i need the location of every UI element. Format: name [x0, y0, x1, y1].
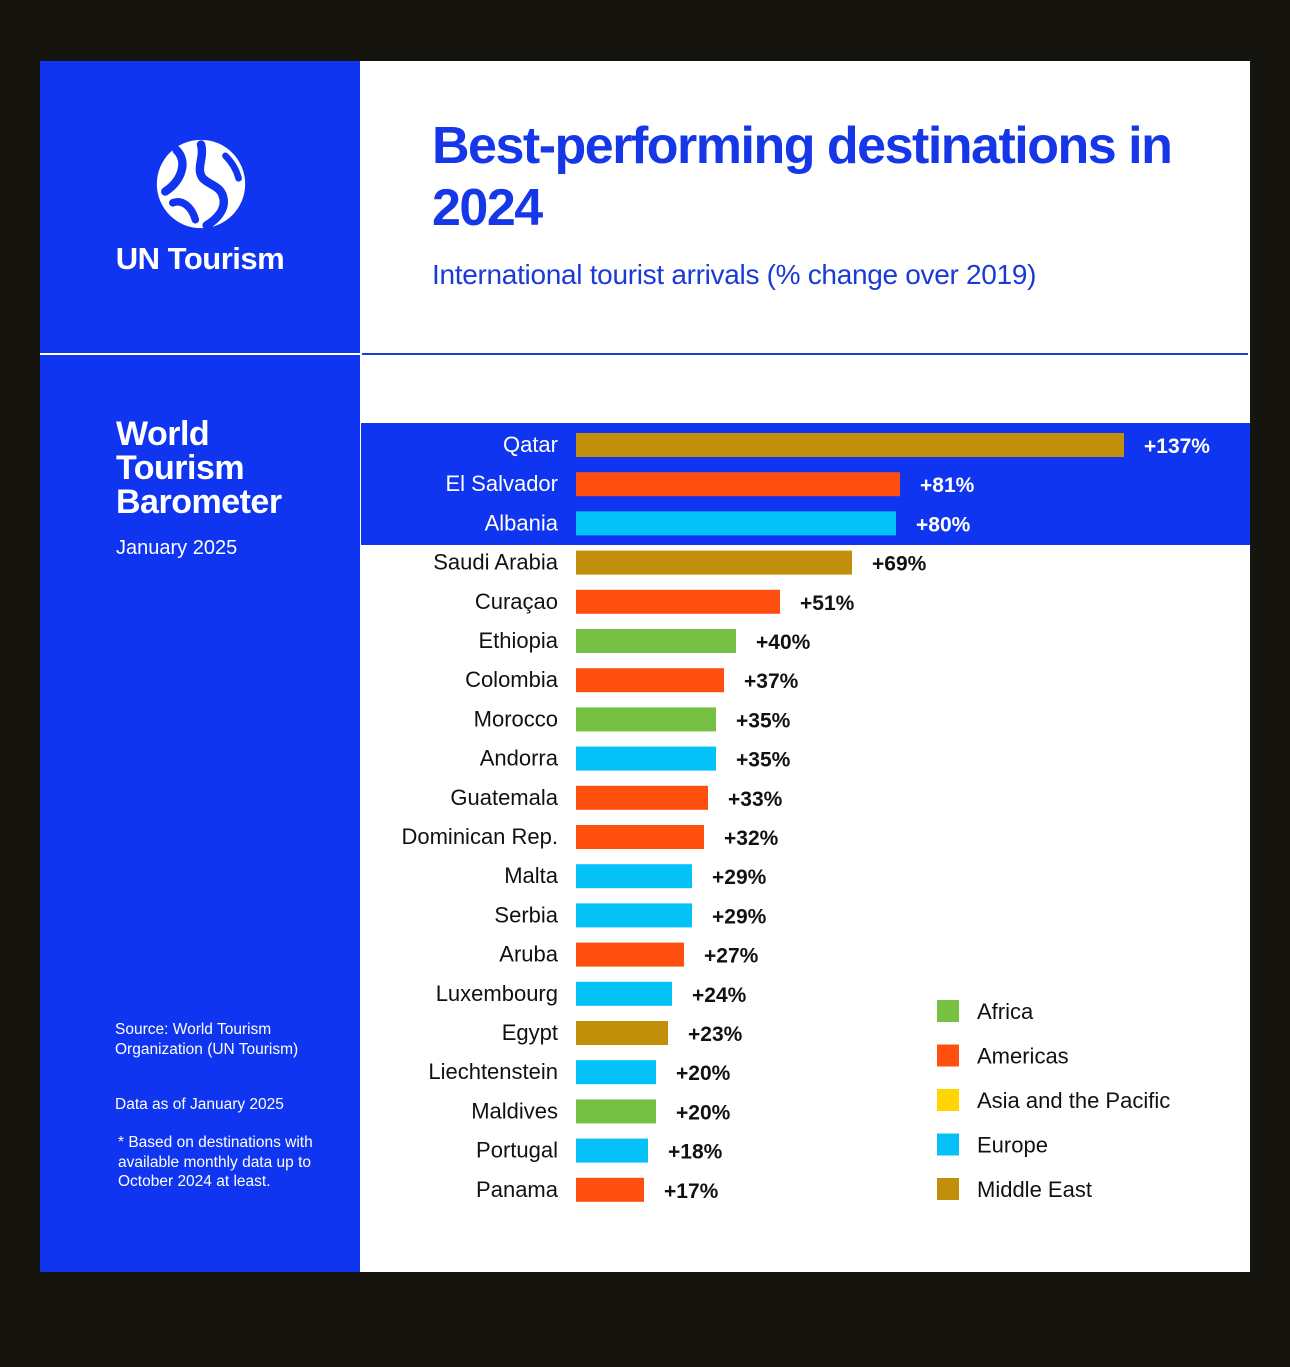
category-label-el-salvador: El Salvador: [445, 471, 558, 496]
category-label-qatar: Qatar: [503, 432, 558, 457]
value-label-andorra: +35%: [736, 749, 791, 772]
bar-qatar: [576, 433, 1124, 457]
bar-aruba: [576, 942, 684, 967]
value-label-saudi-arabia: +69%: [872, 553, 927, 576]
value-label-albania: +80%: [916, 513, 971, 536]
category-label-serbia: Serbia: [494, 902, 558, 927]
value-label-luxembourg: +24%: [692, 984, 747, 1007]
legend-label-asia-and-the-pacific: Asia and the Pacific: [977, 1088, 1170, 1113]
bar-colombia: [576, 668, 724, 693]
report-title: World Tourism Barometer: [116, 415, 282, 521]
bar-portugal: [576, 1138, 648, 1163]
value-label-serbia: +29%: [712, 905, 767, 928]
data-note: Data as of January 2025: [115, 1096, 284, 1113]
value-label-liechtenstein: +20%: [676, 1062, 731, 1085]
value-label-curacao: +51%: [800, 592, 855, 615]
value-label-panama: +17%: [664, 1180, 719, 1203]
bar-malta: [576, 864, 692, 889]
value-label-morocco: +35%: [736, 709, 791, 732]
legend-swatch-europe: [937, 1133, 959, 1156]
bar-guatemala: [576, 785, 708, 810]
chart-subtitle: International tourist arrivals (% change…: [432, 259, 1037, 290]
category-label-panama: Panama: [476, 1177, 559, 1202]
bar-serbia: [576, 903, 692, 928]
bar-el-salvador: [576, 472, 900, 497]
category-label-luxembourg: Luxembourg: [436, 981, 558, 1006]
bar-maldives: [576, 1099, 656, 1124]
bar-panama: [576, 1177, 644, 1202]
brand-name: UN Tourism: [115, 241, 285, 276]
source-note: Source: World Tourism Organization (UN T…: [115, 1021, 299, 1058]
category-label-colombia: Colombia: [465, 667, 559, 692]
logo-divider: [40, 353, 360, 355]
legend-label-middle-east: Middle East: [977, 1177, 1092, 1202]
bar-liechtenstein: [576, 1060, 656, 1085]
category-label-aruba: Aruba: [499, 942, 558, 967]
bar-andorra: [576, 746, 716, 771]
category-label-maldives: Maldives: [471, 1098, 558, 1123]
chart-title: Best-performing destinations in 2024: [432, 117, 1173, 237]
category-label-portugal: Portugal: [476, 1138, 558, 1163]
value-label-dominican-rep: +32%: [724, 827, 779, 850]
category-label-dominican-rep: Dominican Rep.: [401, 824, 558, 849]
value-label-colombia: +37%: [744, 670, 799, 693]
legend-swatch-africa: [937, 1000, 959, 1022]
category-label-egypt: Egypt: [502, 1020, 558, 1045]
category-label-malta: Malta: [504, 863, 559, 888]
category-label-saudi-arabia: Saudi Arabia: [433, 550, 559, 575]
bar-dominican-rep: [576, 825, 704, 849]
bar-ethiopia: [576, 629, 736, 653]
value-label-guatemala: +33%: [728, 788, 783, 811]
legend-swatch-asia-and-the-pacific: [937, 1089, 959, 1111]
value-label-egypt: +23%: [688, 1023, 743, 1046]
bar-saudi-arabia: [576, 550, 852, 575]
value-label-malta: +29%: [712, 866, 767, 889]
bar-luxembourg: [576, 981, 672, 1006]
category-label-ethiopia: Ethiopia: [478, 628, 558, 653]
bar-chart: Qatar +137% El Salvador +81% Albania +80% Saud…: [401, 432, 1210, 1203]
infographic-card: UN Tourism World Tourism Barometer Janua…: [40, 61, 1250, 1272]
report-date: January 2025: [116, 537, 238, 559]
value-label-ethiopia: +40%: [756, 631, 811, 654]
category-label-morocco: Morocco: [474, 706, 558, 731]
left-panel: UN Tourism World Tourism Barometer Janua…: [40, 61, 360, 1272]
header-divider: [362, 353, 1248, 355]
category-label-guatemala: Guatemala: [450, 785, 558, 810]
value-label-el-salvador: +81%: [920, 474, 975, 497]
value-label-aruba: +27%: [704, 945, 759, 968]
legend-swatch-middle-east: [937, 1178, 959, 1200]
legend-label-europe: Europe: [977, 1133, 1048, 1158]
category-label-andorra: Andorra: [480, 746, 559, 771]
category-label-liechtenstein: Liechtenstein: [428, 1059, 558, 1084]
category-label-curacao: Curaçao: [475, 589, 558, 614]
bar-egypt: [576, 1021, 668, 1045]
footnote: * Based on destinations with available m…: [118, 1134, 313, 1190]
legend-swatch-americas: [937, 1044, 959, 1067]
bar-morocco: [576, 707, 716, 732]
value-label-portugal: +18%: [668, 1141, 723, 1164]
category-label-albania: Albania: [485, 510, 559, 535]
bar-curacao: [576, 589, 780, 614]
legend-label-americas: Americas: [977, 1044, 1069, 1069]
un-tourism-logo-icon: [156, 139, 246, 230]
value-label-maldives: +20%: [676, 1101, 731, 1124]
bar-albania: [576, 511, 896, 536]
legend-label-africa: Africa: [977, 999, 1034, 1024]
value-label-qatar: +137%: [1144, 435, 1210, 458]
